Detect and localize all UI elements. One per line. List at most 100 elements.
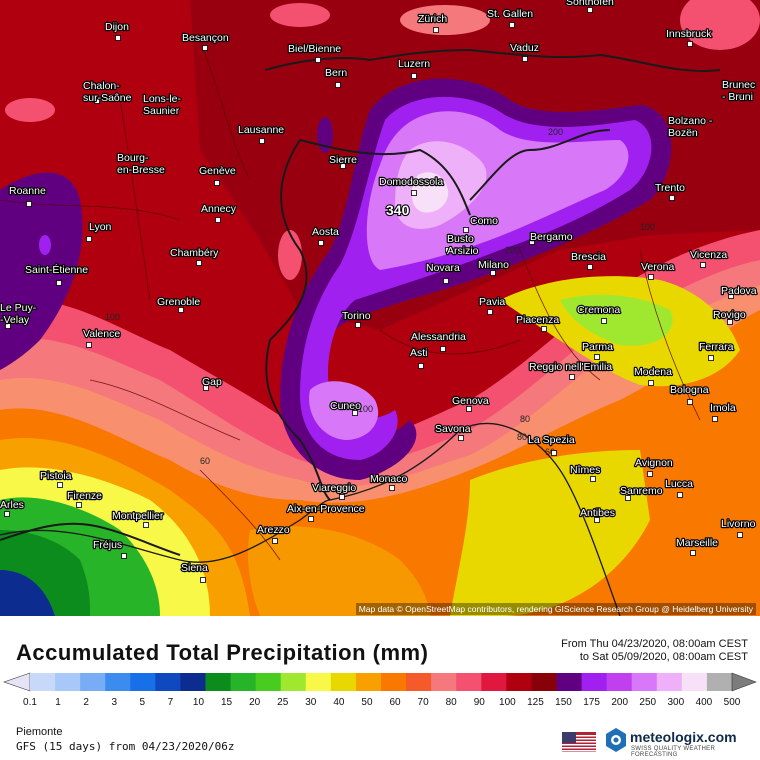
- color-scale: [3, 672, 757, 692]
- city-label: Como: [470, 215, 498, 227]
- city-marker: [522, 56, 528, 62]
- city-label: Grenoble: [157, 296, 200, 308]
- city-label: Busto Arsizio: [447, 233, 479, 257]
- city-label: Asti: [410, 347, 428, 359]
- color-scale-swatch: [105, 673, 131, 691]
- city-marker: [196, 260, 202, 266]
- city-label: Modena: [634, 366, 672, 378]
- color-scale-swatch: [230, 673, 257, 691]
- city-label: Livorno: [721, 518, 756, 530]
- color-scale-swatch: [631, 673, 658, 691]
- city-label: Bern: [325, 67, 347, 79]
- city-label: Lausanne: [238, 124, 284, 136]
- color-scale-tick-label: 20: [249, 697, 261, 708]
- region-name: Piemonte: [16, 726, 63, 738]
- city-label: Rovigo: [713, 309, 746, 321]
- color-scale-swatch: [130, 673, 156, 691]
- city-marker: [259, 138, 265, 144]
- color-scale-swatch: [406, 673, 432, 691]
- color-scale-tick-label: 70: [417, 697, 429, 708]
- color-scale-tick-label: 1: [55, 697, 61, 708]
- city-marker: [443, 278, 449, 284]
- color-scale-swatch: [506, 673, 532, 691]
- city-label: Chalon-sur-Saône: [83, 80, 132, 104]
- city-marker: [601, 318, 607, 324]
- city-marker: [687, 399, 693, 405]
- city-marker: [686, 128, 692, 134]
- color-scale-tick-label: 80: [445, 697, 457, 708]
- city-marker: [178, 307, 184, 313]
- city-layer: Dijon Besançon Zürich St. Gallen Sonthofen In…: [0, 0, 758, 583]
- city-label: Vicenza: [690, 249, 727, 261]
- city-marker: [587, 7, 593, 13]
- color-scale-swatch: [30, 673, 56, 691]
- city-label: Antibes: [580, 507, 615, 519]
- contour-label: 80: [672, 387, 682, 397]
- country-border: [0, 48, 721, 556]
- city-marker: [463, 227, 469, 233]
- city-marker: [418, 363, 424, 369]
- color-scale-swatch: [481, 673, 507, 691]
- city-marker: [26, 201, 32, 207]
- city-label: Luzern: [398, 58, 430, 70]
- city-marker: [203, 385, 209, 391]
- city-label: Alessandria: [411, 331, 466, 343]
- color-scale-tick-label: 10: [192, 697, 205, 708]
- city-marker: [315, 57, 321, 63]
- coastline: [0, 422, 621, 616]
- city-marker: [4, 511, 10, 517]
- city-label: Lons-le-Saunier: [143, 93, 181, 117]
- color-scale-tick-label: 7: [167, 697, 174, 708]
- precip-spot: [317, 117, 333, 153]
- city-marker: [648, 380, 654, 386]
- city-marker: [200, 577, 206, 583]
- color-scale-swatch: [381, 673, 407, 691]
- city-marker: [440, 346, 446, 352]
- city-marker: [458, 435, 464, 441]
- precip-band-60-sea: [248, 526, 430, 616]
- city-label: Milano: [478, 259, 509, 271]
- color-scale-tick-label: 0.1: [23, 697, 37, 708]
- contour-label: 80: [517, 432, 527, 442]
- city-label: Monaco: [370, 473, 408, 485]
- city-marker: [318, 240, 324, 246]
- color-scale-min-arrow: [3, 672, 31, 692]
- color-scale-swatch: [456, 673, 482, 691]
- city-label: Cremona: [577, 304, 620, 316]
- contour-label: 60: [545, 447, 555, 457]
- city-marker: [737, 532, 743, 538]
- contour-label: 100: [640, 222, 655, 232]
- city-label: Cuneo: [330, 400, 361, 412]
- city-label: Annecy: [201, 203, 237, 215]
- city-marker: [143, 522, 149, 528]
- precip-spot: [278, 230, 302, 280]
- city-label: Fréjus: [93, 539, 122, 551]
- city-label: Bergamo: [530, 231, 573, 243]
- color-scale-swatch: [656, 673, 683, 691]
- city-marker: [509, 22, 515, 28]
- precip-spot: [680, 0, 760, 50]
- city-marker: [712, 416, 718, 422]
- city-label: Savona: [435, 423, 471, 435]
- brand-name[interactable]: meteologix.com: [630, 729, 737, 745]
- color-scale-tick-label: 175: [583, 697, 600, 708]
- city-marker: [648, 274, 654, 280]
- city-label: Saint-Étienne: [25, 263, 88, 276]
- city-label: Roanne: [9, 185, 46, 197]
- city-label: Genova: [452, 395, 489, 407]
- color-scale-swatch: [205, 673, 232, 691]
- color-scale-swatch: [80, 673, 106, 691]
- city-marker: [594, 517, 600, 523]
- us-flag-icon[interactable]: [562, 732, 596, 752]
- city-label: Padova: [721, 285, 757, 297]
- precip-core-cuneo-250: [309, 381, 379, 440]
- map-attribution: Map data © OpenStreetMap contributors, r…: [355, 603, 756, 615]
- city-marker: [669, 195, 675, 201]
- city-marker: [590, 476, 596, 482]
- precipitation-map[interactable]: 200 200 100 100 100 80 80 80 60 60 40 34…: [0, 0, 760, 616]
- city-marker: [56, 280, 62, 286]
- city-marker: [737, 93, 743, 99]
- color-scale-tick-label: 200: [611, 697, 629, 708]
- legend-footer: Accumulated Total Precipitation (mm) Fro…: [0, 616, 760, 760]
- meteologix-logo-icon: [606, 728, 626, 752]
